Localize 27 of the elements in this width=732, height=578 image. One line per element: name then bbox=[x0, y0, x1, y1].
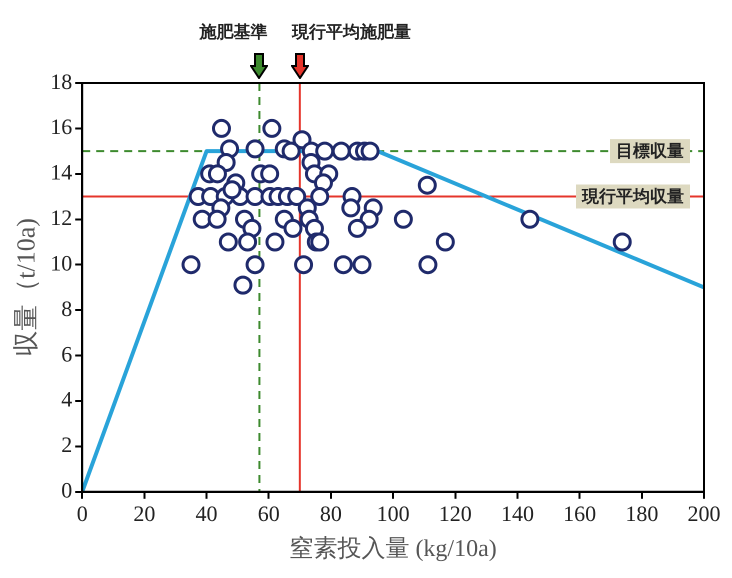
x-tick-label: 60 bbox=[258, 500, 280, 526]
x-axis-title: 窒素投入量 (kg/10a) bbox=[289, 534, 497, 562]
x-tick-label: 20 bbox=[133, 500, 156, 526]
x-tick-label: 160 bbox=[563, 500, 596, 526]
x-tick-label: 80 bbox=[320, 500, 342, 526]
ref-line-label: 現行平均収量 bbox=[581, 186, 684, 206]
y-tick-label: 18 bbox=[50, 68, 72, 94]
y-tick-label: 6 bbox=[61, 341, 72, 366]
ref-line-label: 現行平均施肥量 bbox=[290, 22, 411, 42]
y-tick-label: 2 bbox=[61, 432, 72, 458]
x-tick-label: 140 bbox=[500, 500, 534, 526]
y-axis-title: 収量（t/10a) bbox=[11, 218, 40, 357]
y-tick-label: 16 bbox=[50, 114, 72, 140]
y-tick-label: 10 bbox=[50, 250, 72, 276]
x-tick-label: 120 bbox=[438, 500, 472, 526]
y-tick-label: 8 bbox=[61, 296, 72, 321]
y-tick-label: 4 bbox=[61, 386, 72, 412]
y-tick-label: 12 bbox=[50, 205, 72, 230]
x-tick-label: 0 bbox=[76, 500, 88, 526]
y-tick-label: 0 bbox=[61, 478, 72, 503]
ref-line-label: 目標収量 bbox=[616, 142, 684, 161]
x-tick-label: 40 bbox=[196, 500, 218, 526]
x-tick-label: 100 bbox=[376, 500, 410, 526]
ref-line-label: 施肥基準 bbox=[198, 22, 268, 42]
x-tick-label: 200 bbox=[688, 500, 720, 526]
y-tick-label: 14 bbox=[50, 160, 72, 185]
x-tick-label: 180 bbox=[625, 500, 658, 526]
